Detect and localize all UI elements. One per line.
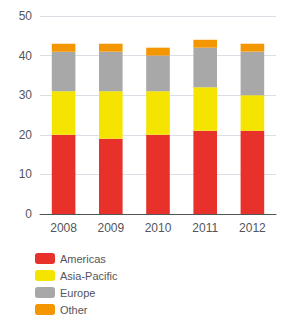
svg-text:2009: 2009 (97, 221, 124, 235)
svg-text:2012: 2012 (239, 221, 266, 235)
svg-text:2011: 2011 (192, 221, 218, 235)
svg-text:Europe: Europe (60, 287, 95, 299)
svg-text:Americas: Americas (60, 253, 106, 265)
svg-text:Asia-Pacific: Asia-Pacific (60, 270, 118, 282)
svg-text:30: 30 (19, 88, 33, 102)
svg-text:2008: 2008 (50, 221, 77, 235)
svg-text:50: 50 (19, 9, 33, 23)
svg-text:40: 40 (19, 49, 33, 63)
svg-text:2010: 2010 (145, 221, 172, 235)
svg-text:Other: Other (60, 304, 88, 316)
svg-text:0: 0 (25, 207, 32, 221)
svg-text:20: 20 (19, 128, 33, 142)
svg-text:10: 10 (19, 167, 33, 181)
